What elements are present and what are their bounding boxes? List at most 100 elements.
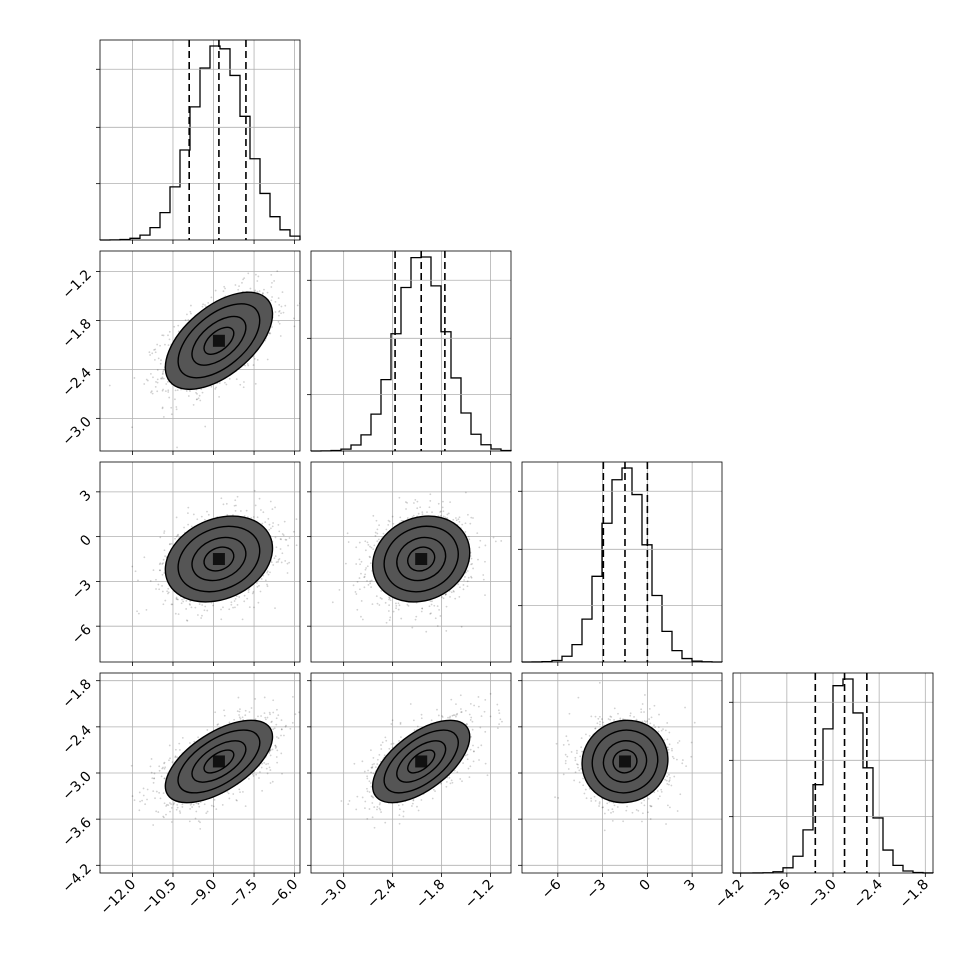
sample-point: [176, 756, 178, 759]
sample-point: [218, 382, 221, 384]
sample-point: [178, 742, 181, 745]
sample-point: [180, 602, 183, 605]
sample-point: [352, 584, 355, 587]
sample-point: [275, 546, 278, 549]
sample-point: [472, 744, 474, 747]
sample-point: [579, 755, 582, 758]
sample-point: [431, 511, 433, 514]
sample-point: [464, 754, 467, 757]
sample-point: [568, 712, 571, 715]
sample-point: [679, 793, 682, 796]
sample-point: [201, 305, 204, 308]
sample-point: [598, 802, 601, 805]
sample-point: [157, 811, 160, 813]
sample-point: [590, 715, 593, 718]
sample-point: [199, 827, 202, 830]
sample-point: [248, 588, 251, 591]
sample-point: [629, 714, 632, 717]
sample-point: [244, 714, 247, 717]
sample-point: [288, 537, 291, 539]
sample-point: [367, 583, 370, 586]
sample-point: [442, 515, 445, 518]
sample-point: [138, 809, 141, 812]
sample-point: [278, 557, 281, 560]
sample-point: [157, 583, 160, 586]
sample-point: [272, 564, 275, 566]
sample-point: [271, 326, 273, 328]
sample-point: [690, 755, 693, 758]
sample-point: [387, 610, 390, 612]
sample-point: [281, 533, 284, 535]
sample-point: [366, 565, 369, 568]
sample-point: [161, 563, 164, 565]
sample-point: [163, 777, 166, 780]
panel-1-0: −3.0 −2.4 −1.8 −1.2: [59, 250, 301, 455]
sample-point: [413, 502, 415, 504]
sample-point: [271, 525, 274, 528]
sample-point: [243, 515, 246, 517]
density-peak: [618, 755, 631, 768]
sample-point: [398, 496, 401, 499]
sample-point: [206, 609, 209, 612]
sample-point: [648, 718, 651, 720]
sample-point: [570, 751, 573, 753]
sample-point: [668, 779, 671, 782]
sample-point: [412, 719, 415, 722]
sample-point: [152, 824, 155, 826]
sample-point: [189, 803, 192, 806]
sample-point: [277, 320, 280, 323]
sample-point: [192, 803, 195, 806]
sample-point: [259, 590, 262, 593]
sample-point: [261, 292, 264, 295]
contour-line: [371, 515, 471, 603]
sample-point: [228, 608, 231, 611]
sample-point: [449, 715, 452, 718]
sample-point: [445, 785, 448, 788]
sample-point: [606, 802, 609, 805]
sample-point: [236, 495, 239, 498]
sample-point: [159, 362, 162, 365]
sample-point: [666, 738, 669, 741]
contour-line: [591, 729, 659, 794]
sample-point: [442, 597, 445, 600]
sample-point: [190, 312, 192, 315]
sample-point: [574, 771, 577, 774]
sample-point: [388, 520, 391, 523]
sample-point: [224, 287, 226, 290]
sample-point: [266, 291, 269, 294]
sample-point: [169, 802, 171, 804]
sample-point: [175, 597, 178, 600]
sample-point: [175, 406, 178, 408]
sample-point: [366, 541, 369, 544]
sample-point: [280, 728, 283, 731]
sample-point: [458, 516, 461, 519]
sample-point: [369, 556, 371, 559]
sample-point: [158, 563, 161, 566]
sample-point: [241, 618, 244, 621]
sample-point: [256, 585, 259, 588]
x-tick-label: −2.4: [851, 876, 886, 911]
sample-point: [442, 500, 444, 503]
sample-point: [270, 274, 273, 276]
sample-point: [470, 563, 473, 566]
sample-point: [497, 709, 500, 712]
sample-point: [650, 805, 653, 808]
sample-point: [162, 603, 165, 606]
sample-point: [590, 800, 593, 802]
sample-point: [492, 536, 495, 539]
sample-point: [565, 735, 568, 738]
sample-point: [468, 713, 471, 716]
sample-point: [619, 717, 622, 720]
sample-point: [637, 809, 640, 812]
sample-point: [370, 579, 373, 582]
sample-point: [665, 779, 668, 782]
sample-point: [236, 603, 239, 606]
sample-point: [236, 799, 238, 802]
contour-line: [396, 740, 447, 783]
sample-point: [372, 796, 375, 799]
sample-point: [223, 285, 226, 288]
y-tick-label: −3: [69, 577, 95, 603]
sample-point: [252, 364, 255, 366]
sample-point: [277, 297, 280, 300]
x-tick-label: −3.6: [758, 876, 793, 911]
